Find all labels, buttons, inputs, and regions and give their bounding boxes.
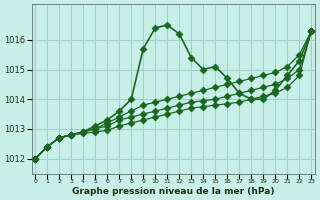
X-axis label: Graphe pression niveau de la mer (hPa): Graphe pression niveau de la mer (hPa) <box>72 187 275 196</box>
